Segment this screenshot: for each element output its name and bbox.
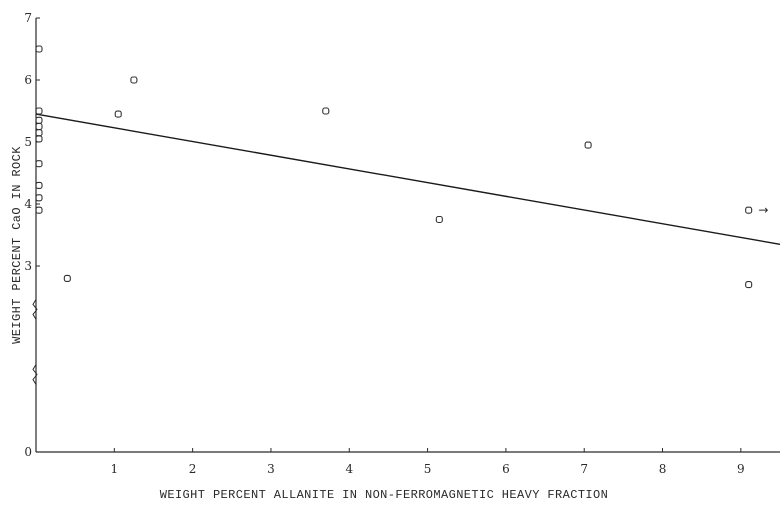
- data-point: [35, 135, 43, 143]
- x-tick-label: 1: [110, 462, 118, 476]
- y-tick-label: 5: [24, 135, 32, 149]
- x-tick-label: 6: [502, 462, 510, 476]
- data-point: [35, 45, 43, 53]
- data-point: [745, 206, 753, 214]
- data-point: [35, 129, 43, 137]
- regression-line: [35, 113, 781, 245]
- data-point: [35, 160, 43, 168]
- axis-break-zigzag: [32, 299, 38, 320]
- y-axis-break-marks: [32, 299, 38, 385]
- data-points: [35, 45, 753, 289]
- x-tick-label: 4: [345, 462, 353, 476]
- data-point: [435, 215, 443, 224]
- x-axis-title: WEIGHT PERCENT ALLANITE IN NON-FERROMAGN…: [160, 488, 608, 502]
- y-tick-label: 4: [24, 197, 32, 211]
- x-tick-label: 9: [737, 462, 745, 476]
- x-tick-label: 2: [189, 462, 197, 476]
- data-point: [322, 107, 330, 115]
- regression-line-group: [35, 113, 781, 245]
- x-ticks: 1 2 3 4 5 6 7 8 9: [110, 448, 745, 476]
- data-point: [35, 206, 43, 214]
- y-tick-label: 0: [24, 445, 32, 459]
- y-axis-title: WEIGHT PERCENT CaO IN ROCK: [10, 146, 24, 344]
- y-tick-label: 7: [24, 11, 32, 25]
- data-point: [130, 76, 138, 84]
- x-tick-label: 5: [424, 462, 432, 476]
- data-point: [35, 122, 43, 131]
- y-tick-label: 6: [24, 73, 32, 87]
- data-point: [35, 116, 43, 124]
- data-point: [745, 281, 753, 289]
- x-tick-label: 3: [267, 462, 275, 476]
- data-point: [35, 107, 43, 115]
- x-tick-label: 8: [659, 462, 667, 476]
- axes: [35, 18, 780, 453]
- y-ticks: 0 3 4 5 6 7: [24, 11, 40, 459]
- data-point: [63, 274, 71, 282]
- annotations: →: [758, 203, 768, 217]
- axis-break-zigzag: [32, 364, 38, 385]
- x-tick-label: 7: [580, 462, 588, 476]
- data-point: [35, 181, 43, 189]
- data-point: [584, 141, 592, 149]
- y-tick-label: 3: [24, 259, 32, 273]
- data-point: [35, 194, 43, 202]
- arrow-annotation: →: [758, 203, 768, 217]
- data-point: [114, 110, 122, 118]
